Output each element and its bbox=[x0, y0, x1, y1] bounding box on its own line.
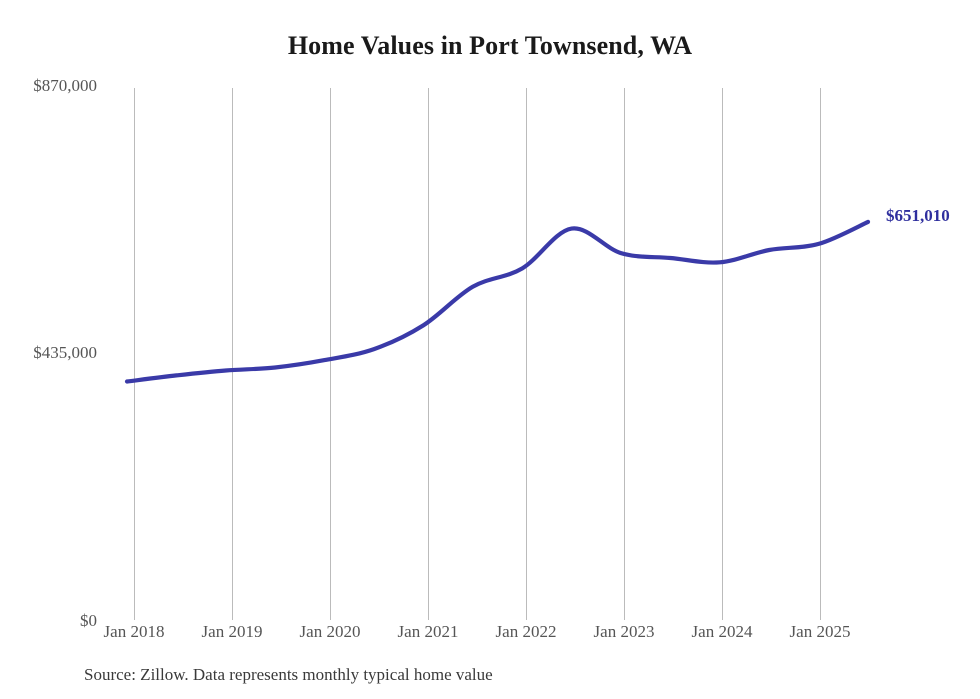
x-axis-tick-jan-2019: Jan 2019 bbox=[201, 622, 263, 641]
y-axis-tick-top: $870,000 bbox=[33, 76, 97, 95]
x-axis-tick-jan-2021: Jan 2021 bbox=[397, 622, 459, 641]
source-note: Source: Zillow. Data represents monthly … bbox=[84, 665, 493, 684]
x-axis-tick-jan-2022: Jan 2022 bbox=[495, 622, 557, 641]
y-axis-tick-zero: $0 bbox=[80, 611, 97, 630]
gridlines bbox=[134, 88, 821, 620]
x-axis-tick-jan-2020: Jan 2020 bbox=[299, 622, 361, 641]
x-axis-tick-jan-2025: Jan 2025 bbox=[789, 622, 851, 641]
x-axis-tick-jan-2024: Jan 2024 bbox=[691, 622, 753, 641]
x-axis-tick-jan-2023: Jan 2023 bbox=[593, 622, 655, 641]
y-axis-tick-mid: $435,000 bbox=[33, 343, 97, 362]
x-axis-tick-jan-2018: Jan 2018 bbox=[103, 622, 165, 641]
series-end-value-label: $651,010 bbox=[886, 206, 950, 225]
chart-title: Home Values in Port Townsend, WA bbox=[287, 31, 693, 60]
series-line-typical-home-value bbox=[124, 219, 871, 384]
